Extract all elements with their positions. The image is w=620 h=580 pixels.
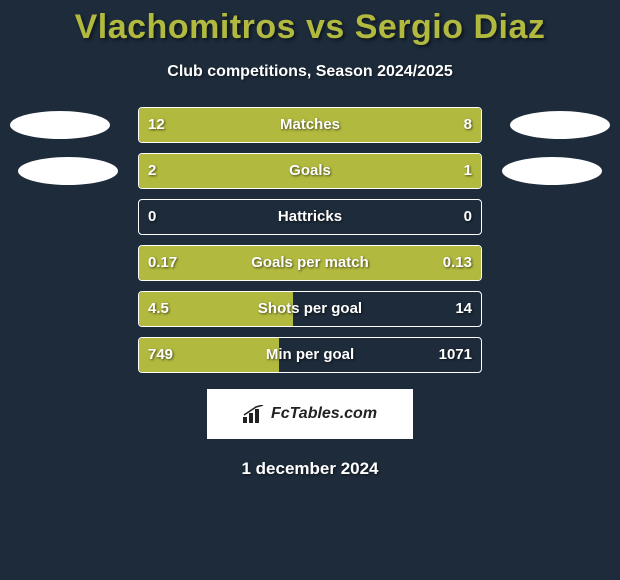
stat-row: 128Matches: [0, 107, 620, 143]
page-title: Vlachomitros vs Sergio Diaz: [0, 8, 620, 47]
subtitle: Club competitions, Season 2024/2025: [0, 63, 620, 81]
stat-label: Shots per goal: [138, 291, 482, 327]
stat-label: Hattricks: [138, 199, 482, 235]
player-ellipse-right: [502, 157, 602, 185]
player-ellipse-left: [18, 157, 118, 185]
date-text: 1 december 2024: [0, 459, 620, 479]
stat-row: 4.514Shots per goal: [0, 291, 620, 327]
stat-label: Min per goal: [138, 337, 482, 373]
logo-box: FcTables.com: [207, 389, 413, 439]
stat-row: 00Hattricks: [0, 199, 620, 235]
logo-text: FcTables.com: [271, 405, 377, 423]
stat-row: 0.170.13Goals per match: [0, 245, 620, 281]
page: Vlachomitros vs Sergio Diaz Club competi…: [0, 0, 620, 580]
stat-row: 21Goals: [0, 153, 620, 189]
player-ellipse-right: [510, 111, 610, 139]
comparison-chart: 128Matches 21Goals 00Hattricks 0.170.13Goal…: [0, 107, 620, 373]
stat-label: Matches: [138, 107, 482, 143]
stat-label: Goals per match: [138, 245, 482, 281]
stat-row: 7491071Min per goal: [0, 337, 620, 373]
player-ellipse-left: [10, 111, 110, 139]
chart-icon: [243, 405, 265, 423]
stat-label: Goals: [138, 153, 482, 189]
